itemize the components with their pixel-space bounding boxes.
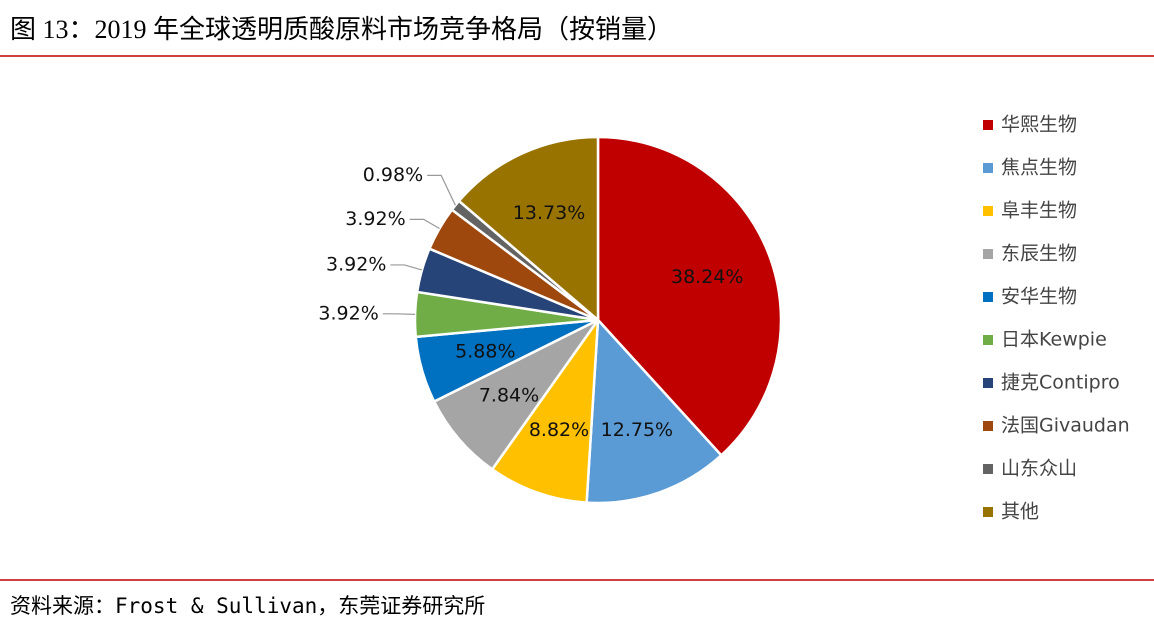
legend-label: 捷克Contipro xyxy=(1001,372,1120,394)
source-note: 资料来源：Frost & Sullivan，东莞证券研究所 xyxy=(10,594,485,618)
pie-slice xyxy=(490,315,600,504)
legend-swatch xyxy=(983,206,993,216)
value-label: 3.92% xyxy=(318,302,378,324)
leader-line xyxy=(382,313,416,315)
value-label: 8.82% xyxy=(529,419,589,441)
legend-swatch xyxy=(983,507,993,517)
legend-swatch xyxy=(983,292,993,302)
legend-label: 东辰生物 xyxy=(1001,243,1077,265)
legend-swatch xyxy=(983,249,993,259)
legend-label: 焦点生物 xyxy=(1001,157,1077,179)
pie-slice xyxy=(585,316,724,505)
legend-swatch xyxy=(983,163,993,173)
value-label: 38.24% xyxy=(671,266,743,288)
leader-line xyxy=(409,218,440,230)
leader-line xyxy=(427,174,456,206)
legend-label: 法国Givaudan xyxy=(1001,415,1130,437)
value-label: 5.88% xyxy=(455,341,515,363)
legend-label: 日本Kewpie xyxy=(1001,329,1107,351)
value-label: 3.92% xyxy=(326,253,386,275)
legend-swatch xyxy=(983,378,993,388)
legend-swatch xyxy=(983,335,993,345)
legend-label: 安华生物 xyxy=(1001,286,1077,308)
value-label: 12.75% xyxy=(601,419,673,441)
legend-label: 其他 xyxy=(1001,501,1039,523)
value-label: 3.92% xyxy=(345,208,405,230)
value-label: 0.98% xyxy=(363,164,423,186)
legend-swatch xyxy=(983,120,993,130)
legend-label: 阜丰生物 xyxy=(1001,200,1077,222)
legend-swatch xyxy=(983,421,993,431)
legend-label: 山东众山 xyxy=(1001,458,1077,480)
legend-swatch xyxy=(983,464,993,474)
pie-slice xyxy=(596,135,783,458)
leader-line xyxy=(390,264,423,271)
value-label: 7.84% xyxy=(479,385,539,407)
legend-label: 华熙生物 xyxy=(1001,114,1077,136)
pie-slice xyxy=(457,135,600,323)
value-label: 13.73% xyxy=(513,202,585,224)
chart-title: 图 13：2019 年全球透明质酸原料市场竞争格局（按销量） xyxy=(10,15,673,44)
